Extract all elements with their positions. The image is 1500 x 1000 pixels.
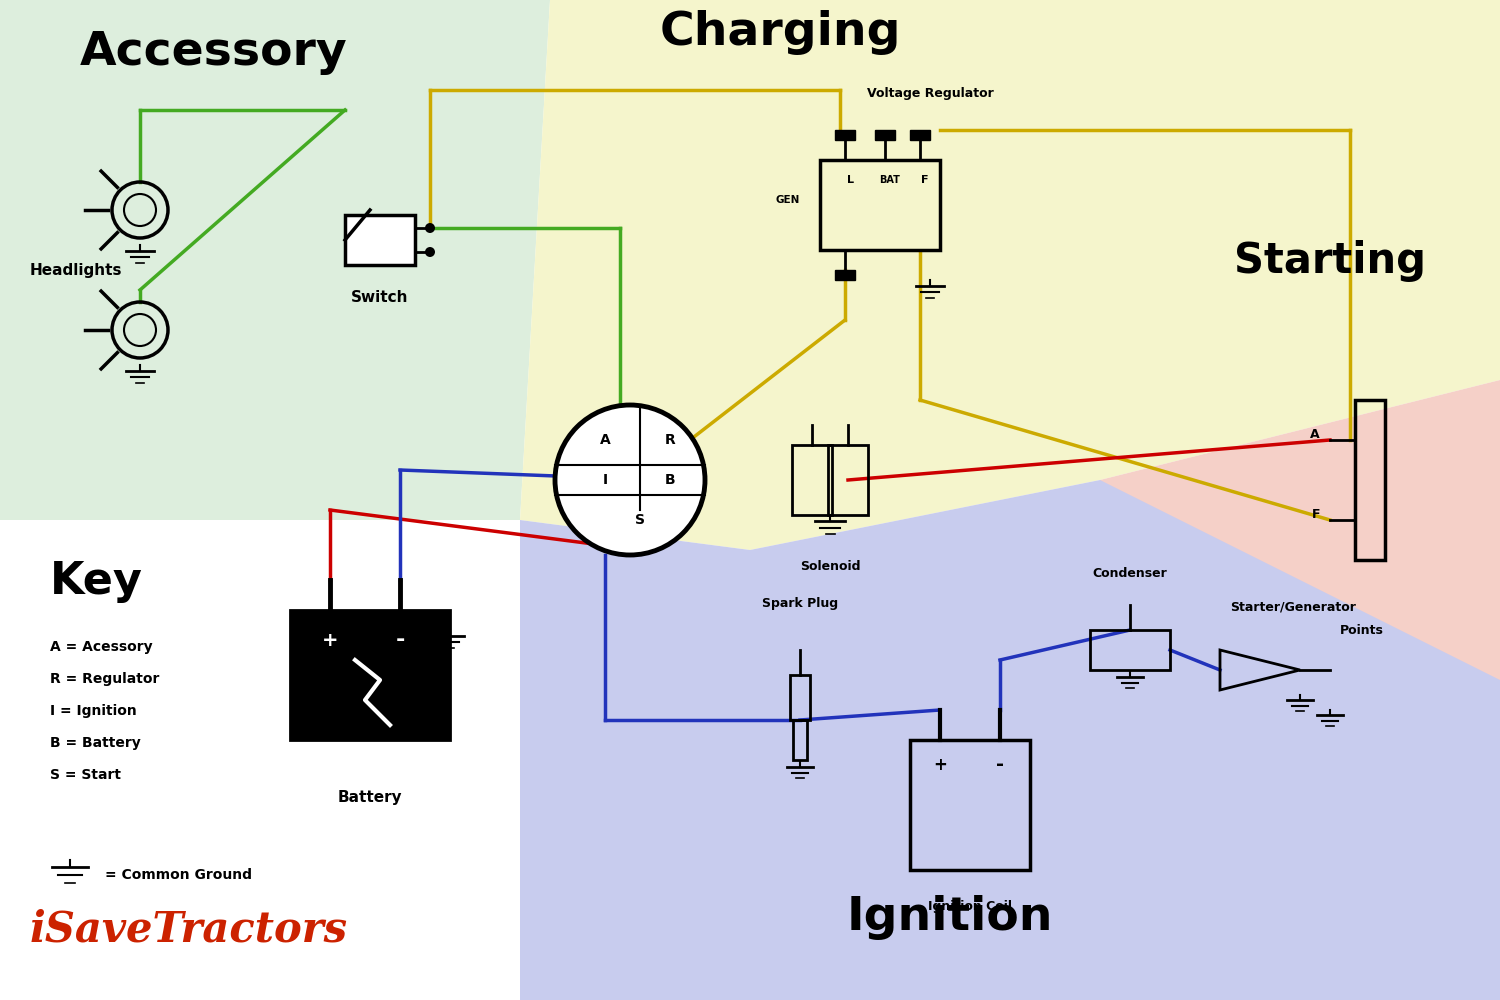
Text: Starting: Starting	[1234, 240, 1426, 282]
Text: Voltage Regulator: Voltage Regulator	[867, 87, 993, 100]
Text: Starter/Generator: Starter/Generator	[1230, 600, 1356, 613]
Bar	[792, 445, 832, 515]
Text: B = Battery: B = Battery	[50, 736, 141, 750]
Text: Charging: Charging	[660, 10, 900, 55]
Text: Points: Points	[1340, 624, 1384, 637]
Text: A: A	[600, 433, 610, 447]
Text: iSaveTractors: iSaveTractors	[30, 908, 348, 950]
Text: Condenser: Condenser	[1092, 567, 1167, 580]
Polygon shape	[0, 0, 550, 520]
Text: L: L	[846, 175, 853, 185]
Circle shape	[424, 223, 435, 233]
Bar	[794, 720, 807, 760]
Text: GEN: GEN	[776, 195, 800, 205]
Text: Battery: Battery	[338, 790, 402, 805]
Bar	[1354, 400, 1384, 560]
Polygon shape	[1100, 380, 1500, 680]
Text: A: A	[1311, 428, 1320, 442]
Polygon shape	[520, 480, 1500, 1000]
Bar	[910, 740, 1030, 870]
Text: R = Regulator: R = Regulator	[50, 672, 159, 686]
Text: -: -	[396, 630, 405, 650]
Text: Spark Plug: Spark Plug	[762, 597, 839, 610]
Text: Ignition Coil: Ignition Coil	[928, 900, 1013, 913]
Text: Headlights: Headlights	[30, 262, 123, 277]
Text: I: I	[603, 473, 608, 487]
Bar	[790, 675, 810, 720]
Text: -: -	[996, 756, 1004, 774]
Text: Key: Key	[50, 560, 142, 603]
Bar	[874, 130, 896, 140]
Text: Solenoid: Solenoid	[800, 560, 861, 573]
Text: BAT: BAT	[879, 175, 900, 185]
Text: Accessory: Accessory	[80, 30, 348, 75]
Text: = Common Ground: = Common Ground	[105, 868, 252, 882]
Bar	[821, 160, 940, 250]
Text: I = Ignition: I = Ignition	[50, 704, 136, 718]
Text: +: +	[933, 756, 946, 774]
Circle shape	[424, 247, 435, 257]
Bar	[290, 610, 450, 740]
Text: F: F	[921, 175, 928, 185]
Polygon shape	[520, 0, 1500, 550]
Bar	[910, 130, 930, 140]
Text: +: +	[321, 631, 339, 650]
Text: S: S	[634, 513, 645, 527]
Circle shape	[555, 405, 705, 555]
Text: S = Start: S = Start	[50, 768, 122, 782]
Bar	[836, 130, 855, 140]
Bar	[1090, 630, 1170, 670]
Text: R: R	[664, 433, 675, 447]
Text: A = Acessory: A = Acessory	[50, 640, 153, 654]
Text: B: B	[664, 473, 675, 487]
Text: Ignition: Ignition	[846, 895, 1053, 940]
Polygon shape	[0, 520, 550, 1000]
Bar	[828, 445, 868, 515]
Bar	[345, 215, 416, 265]
Text: F: F	[1311, 508, 1320, 522]
Bar	[836, 270, 855, 280]
Text: Switch: Switch	[351, 290, 408, 305]
